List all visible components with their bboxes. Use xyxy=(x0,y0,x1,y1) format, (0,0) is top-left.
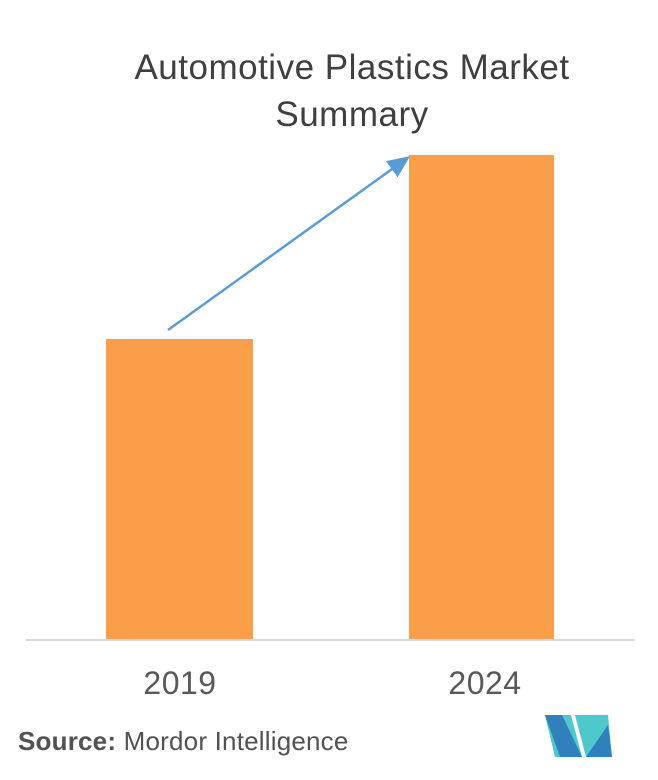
source-attribution: Source: Mordor Intelligence xyxy=(18,726,349,757)
source-text: Mordor Intelligence xyxy=(116,726,349,756)
logo-right-blue-triangle xyxy=(586,725,612,757)
logo-left-blue-diagonal xyxy=(545,715,582,757)
bar-2019 xyxy=(106,339,253,639)
bar-2024 xyxy=(409,155,554,639)
chart-title-line-2: Summary xyxy=(275,95,429,134)
x-axis-label-2024: 2024 xyxy=(448,665,522,701)
x-axis-label-2019: 2019 xyxy=(143,665,217,701)
chart-title-line-1: Automotive Plastics Market xyxy=(134,48,570,87)
source-label: Source: xyxy=(18,726,117,756)
x-axis-line xyxy=(26,639,635,641)
chart-title: Automotive Plastics Market Summary xyxy=(134,44,569,138)
mordor-intelligence-logo xyxy=(545,715,612,757)
